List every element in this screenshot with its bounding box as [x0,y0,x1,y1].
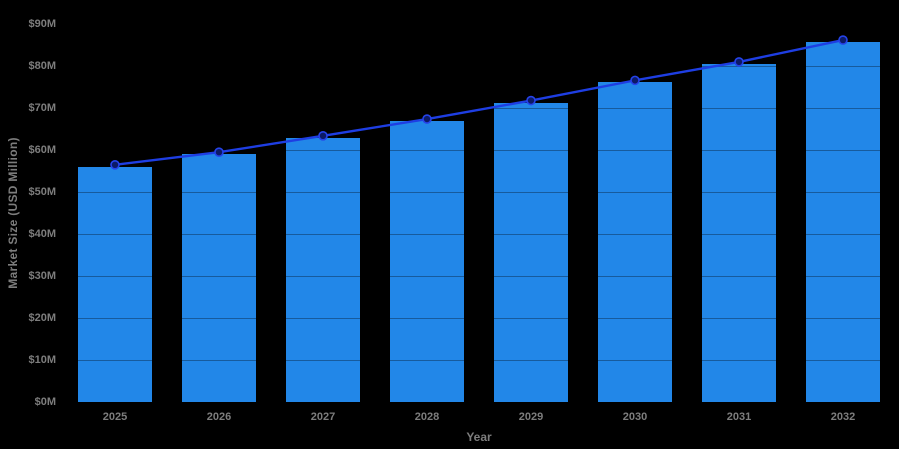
point-2029[interactable] [526,95,536,106]
point-2028[interactable] [422,114,432,124]
y-tick-$0M: $0M [34,396,56,408]
x-tick-2025: 2025 [102,411,128,423]
bar-2030[interactable] [598,82,672,402]
y-tick-$50M: $50M [28,186,56,198]
y-tick-$70M: $70M [28,102,56,114]
bar-2032[interactable] [806,42,880,402]
y-tick-$30M: $30M [28,270,56,282]
bar-2031[interactable] [702,63,776,402]
x-tick-2027: 2027 [310,411,336,423]
y-tick-$80M: $80M [28,60,56,72]
y-tick-$40M: $40M [28,228,56,240]
bar-2029[interactable] [494,102,568,402]
gridline-90 [63,23,895,25]
bar-2028[interactable] [390,121,464,402]
x-tick-2028: 2028 [414,411,440,423]
point-2032[interactable] [838,35,848,45]
gridline-20 [63,317,895,319]
gridline-60 [63,149,895,151]
y-tick-$10M: $10M [28,354,56,366]
y-tick-$20M: $20M [28,312,56,324]
point-2025[interactable] [110,160,120,170]
point-2026[interactable] [214,147,224,157]
gridline-80 [63,65,895,67]
y-tick-$60M: $60M [28,144,56,156]
bar-2027[interactable] [286,137,360,402]
gridline-70 [63,107,895,109]
x-tick-2031: 2031 [726,411,752,423]
gridline-10 [63,359,895,361]
bar-2026[interactable] [182,154,256,402]
point-2031[interactable] [734,57,744,67]
point-2030[interactable] [630,75,640,86]
gridline-40 [63,233,895,235]
point-2027[interactable] [318,131,328,141]
y-tick-$90M: $90M [28,18,56,30]
gridline-50 [63,191,895,193]
x-tick-2029: 2029 [518,411,544,423]
x-tick-2026: 2026 [206,411,232,423]
y-axis-title: Market Size (USD Million) [6,137,20,289]
x-axis-title: Year [466,430,492,444]
plot-area [63,23,895,402]
x-tick-2032: 2032 [830,411,856,423]
trend-line-layer [110,35,848,170]
bar-2025[interactable] [78,166,152,402]
gridline-30 [63,275,895,277]
x-tick-2030: 2030 [622,411,648,423]
trend-line [114,38,844,166]
